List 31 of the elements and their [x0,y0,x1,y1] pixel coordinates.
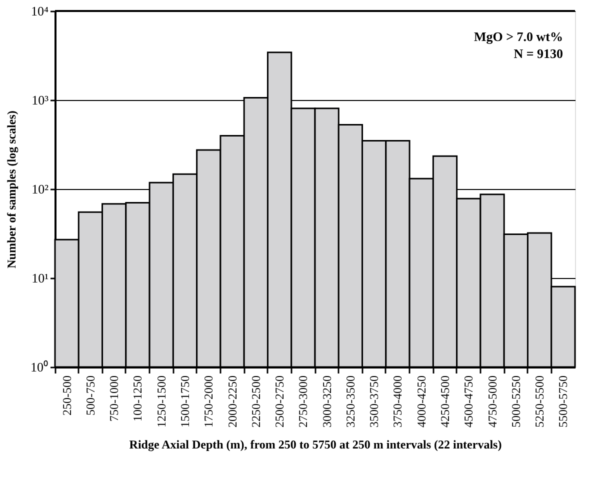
x-axis-title: Ridge Axial Depth (m), from 250 to 5750 at 250 m intervals (22 intervals) [129,437,502,452]
x-tick-label: 3500-3750 [367,376,382,428]
x-tick-label: 2500-2750 [272,376,287,428]
x-tick-label: 500-750 [83,376,98,416]
x-tick-label: 4500-4750 [462,376,476,428]
y-tick-label: 10³ [32,92,49,108]
x-tick-label: 2750-3000 [296,376,310,428]
annotation: N = 9130 [514,46,563,61]
x-tick-label: 1500-1750 [178,376,192,428]
x-tick-label: 250-500 [60,376,74,416]
y-axis-title: Number of samples (log scales) [4,110,18,268]
x-tick-label: 2000-2250 [225,376,240,428]
x-tick-label: 5000-5250 [508,376,523,428]
x-tick-label: 1250-1500 [154,376,168,428]
x-tick-label: 4250-4500 [438,376,452,428]
x-tick-label: 750-1000 [107,376,122,422]
x-tick-label: 3750-4000 [390,376,405,428]
x-tick-label: 4750-5000 [485,376,500,428]
x-tick-label: 100-1250 [130,376,145,422]
y-tick-label: 10¹ [32,270,49,286]
y-tick-label: 10⁰ [30,360,48,374]
x-tick-label: 4000-4250 [414,376,428,428]
x-tick-label: 3250-3500 [343,376,358,428]
x-tick-label: 2250-2500 [248,376,263,428]
y-tick-label: 10⁴ [30,4,49,18]
x-tick-label: 5500-5750 [556,376,570,428]
x-tick-label: 3000-3250 [320,376,334,428]
annotation: MgO > 7.0 wt% [474,29,563,44]
x-tick-label: 5250-5500 [532,376,547,428]
x-tick-label: 1750-2000 [202,376,216,428]
y-tick-label: 10² [32,182,49,196]
